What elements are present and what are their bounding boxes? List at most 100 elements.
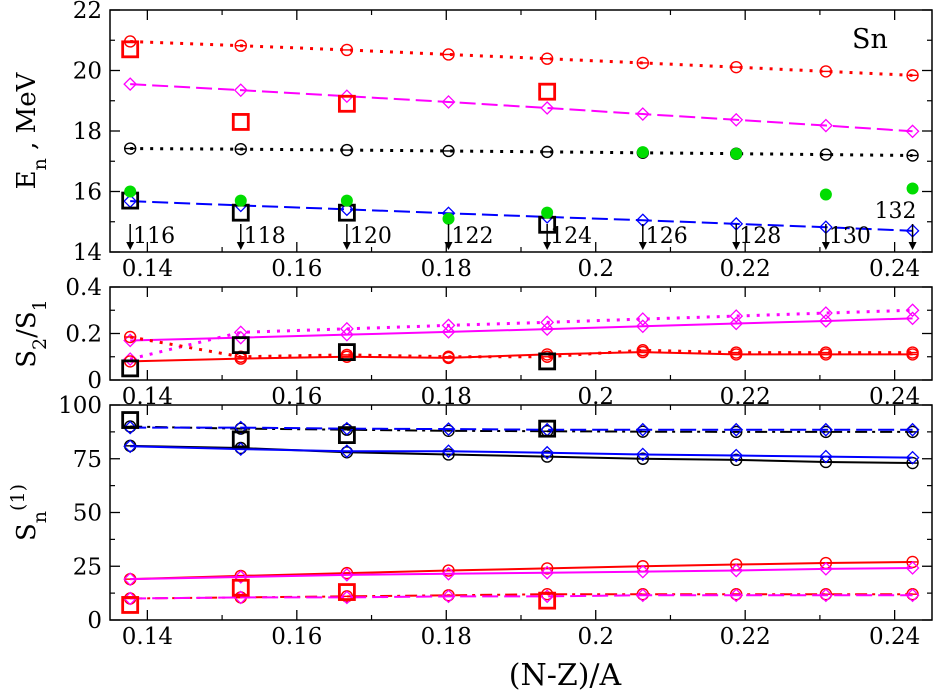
- data-point-magenta-solid: [441, 566, 456, 581]
- data-point-magenta-solid: [540, 322, 555, 337]
- series-line-blue-dashed: [130, 426, 913, 431]
- data-point-magenta-dashed: [635, 588, 650, 603]
- x-tick-label: 0.24: [869, 256, 920, 282]
- exp-point-black-squares: [231, 430, 250, 449]
- data-point-magenta-solid: [123, 572, 138, 587]
- data-point-blue-calc: [339, 202, 354, 217]
- data-point-magenta-dashed: [905, 588, 920, 603]
- series-line-blue-solid: [130, 445, 913, 459]
- series-line-black-calc: [130, 147, 913, 158]
- data-point-blue-solid: [540, 445, 555, 460]
- exp-point-red-squares: [121, 596, 140, 614]
- series-line-magenta-dotted: [129, 308, 913, 361]
- data-point-magenta-solid: [635, 319, 650, 334]
- data-point-magenta-calc: [123, 77, 138, 92]
- series-line-blue-calc: [130, 200, 913, 232]
- data-point-blue-solid: [441, 444, 456, 459]
- data-point-magenta-calc: [540, 101, 555, 115]
- exp-point-red-squares: [538, 82, 557, 101]
- data-point-blue-dashed: [905, 422, 920, 437]
- data-point-magenta-calc: [818, 118, 833, 133]
- series-line-red-calc: [130, 39, 913, 77]
- isotope-arrow-head: [638, 242, 647, 250]
- panel-top: 14 16 18 20 22 0.14 0.16 0.18 0.2 0.22 0.24 En , Me…: [12, 0, 933, 282]
- data-point-blue-solid: [339, 444, 354, 459]
- isotope-arrow-head: [543, 242, 552, 250]
- exp-point-green-dots: [340, 194, 353, 207]
- isotope-arrow-head: [126, 242, 135, 250]
- exp-point-black-squares: [231, 203, 250, 222]
- x-tick-label: 0.24: [869, 624, 920, 650]
- y-tick-label: 16: [73, 180, 102, 206]
- data-point-magenta-solid: [729, 316, 744, 331]
- exp-point-green-dots: [442, 212, 455, 225]
- exp-point-red-squares: [231, 578, 250, 597]
- x-tick-label: 0.14: [122, 256, 173, 282]
- data-point-magenta-dotted: [339, 321, 354, 336]
- y-tick-label: 0: [87, 608, 102, 634]
- data-point-magenta-solid: [905, 561, 920, 575]
- exp-point-black-squares: [538, 352, 557, 371]
- x-tick-label: 0.2: [577, 624, 614, 650]
- y-tick-label: 25: [73, 554, 102, 580]
- data-point-magenta-dotted: [540, 315, 555, 330]
- data-point-magenta-dotted: [905, 303, 920, 318]
- x-tick-label: 0.2: [577, 256, 614, 282]
- data-point-magenta-dotted: [818, 306, 833, 320]
- data-point-blue-solid: [818, 449, 833, 464]
- data-point-magenta-solid: [818, 561, 833, 576]
- isotope-label: 128: [739, 224, 781, 249]
- data-point-magenta-solid: [233, 570, 248, 584]
- x-tick-label: 0.16: [271, 624, 322, 650]
- data-point-magenta-dashed: [339, 590, 354, 605]
- data-point-magenta-calc: [729, 112, 744, 127]
- data-point-magenta-calc: [441, 95, 456, 109]
- data-point-magenta-solid: [905, 311, 920, 326]
- panel-bottom: 0 25 50 75 100 0.14 0.16 0.18 0.2 0.22 0.24 Sn(1): [7, 393, 933, 650]
- data-point-magenta-solid: [123, 333, 138, 348]
- isotope-label: 120: [350, 224, 392, 249]
- plot-frame: [109, 286, 933, 381]
- isotope-arrow-head: [444, 242, 453, 250]
- data-point-magenta-dotted: [635, 312, 650, 327]
- isotope-label: 116: [133, 224, 175, 249]
- x-tick-label: 0.18: [421, 624, 472, 650]
- y-tick-label: 0: [87, 368, 102, 394]
- y-tick-label: 50: [73, 501, 102, 527]
- exp-point-red-squares: [538, 591, 557, 610]
- data-point-magenta-solid: [339, 567, 354, 582]
- figure-label: Sn: [852, 24, 888, 55]
- data-point-magenta-calc: [905, 124, 920, 139]
- y-tick-label: 75: [73, 447, 102, 473]
- isotope-arrow-head: [732, 242, 741, 250]
- data-point-blue-dashed: [729, 422, 744, 437]
- isotope-arrow-head: [342, 242, 351, 250]
- isotope-arrow-head: [908, 242, 917, 250]
- data-point-magenta-solid: [635, 564, 650, 579]
- data-point-magenta-dashed: [818, 588, 833, 603]
- data-point-magenta-calc: [339, 89, 354, 104]
- data-point-blue-solid: [905, 450, 920, 465]
- exp-point-black-squares: [337, 343, 356, 362]
- data-point-blue-dashed: [635, 422, 650, 437]
- data-point-magenta-solid: [441, 324, 456, 339]
- data-point-magenta-solid: [339, 327, 354, 342]
- exp-point-black-squares: [231, 336, 250, 355]
- data-point-blue-dashed: [123, 420, 138, 435]
- x-tick-label: 0.22: [720, 256, 771, 282]
- exp-point-green-dots: [730, 147, 743, 160]
- y-axis-title: S2/S1: [12, 299, 51, 368]
- exp-point-green-dots: [541, 206, 554, 219]
- data-point-magenta-solid: [233, 330, 248, 345]
- isotope-label: 130: [829, 224, 871, 249]
- exp-point-black-squares: [121, 359, 140, 378]
- exp-point-green-dots: [819, 188, 832, 201]
- data-point-blue-solid: [729, 448, 744, 463]
- data-point-magenta-dashed: [729, 588, 744, 603]
- data-point-magenta-dotted: [441, 318, 456, 333]
- data-point-magenta-calc: [233, 83, 248, 98]
- x-tick-label: 0.22: [720, 624, 771, 650]
- data-point-magenta-dashed: [441, 589, 456, 604]
